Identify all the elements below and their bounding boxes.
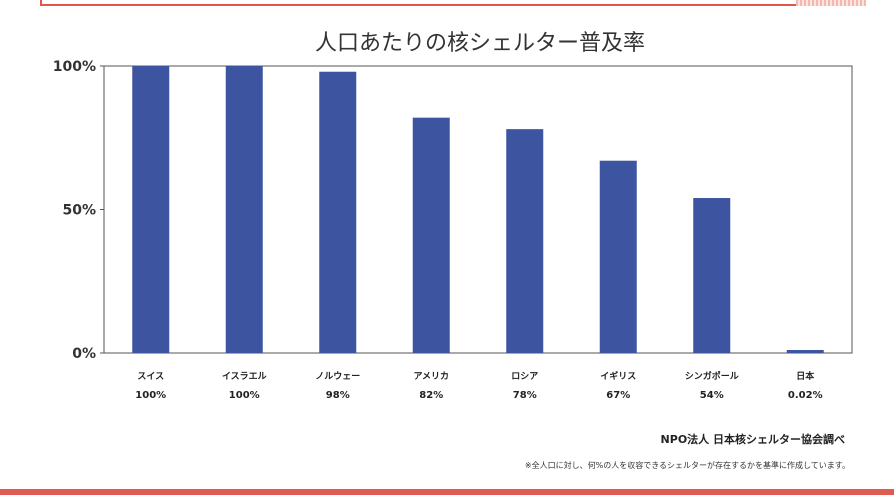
bottom-accent-bar: [0, 489, 894, 495]
x-category-label: ノルウェー: [315, 371, 360, 382]
y-tick-label: 50%: [62, 203, 96, 219]
footnote: ※全人口に対し、何%の人を収容できるシェルターが存在するかを基準に作成しています…: [525, 460, 850, 470]
bar: [506, 129, 544, 353]
x-category-label: 日本: [796, 370, 815, 382]
x-category-label: イギリス: [600, 370, 636, 382]
x-value-label: 82%: [419, 390, 443, 401]
bar: [225, 66, 263, 353]
x-value-label: 100%: [135, 390, 166, 401]
bars: [132, 66, 824, 354]
x-category-label: ロシア: [511, 371, 538, 382]
y-axis-ticks: 0% 50% 100%: [53, 59, 104, 362]
bar: [599, 160, 637, 353]
chart-title: 人口あたりの核シェルター普及率: [315, 31, 645, 56]
x-category-label: アメリカ: [413, 371, 449, 382]
bar: [786, 350, 824, 353]
y-tick-label: 0%: [72, 346, 96, 362]
plot-area-border: [103, 65, 853, 354]
source-label: NPO法人 日本核シェルター協会調べ: [661, 432, 845, 446]
bar: [319, 71, 357, 354]
x-value-label: 100%: [229, 390, 260, 401]
x-value-label: 67%: [606, 390, 630, 401]
y-tick-label: 100%: [53, 59, 96, 75]
x-axis-labels: スイス 100% イスラエル 100% ノルウェー 98% アメリカ 82% ロシア 78% イギリ…: [135, 370, 822, 401]
x-value-label: 54%: [700, 390, 724, 401]
bar: [412, 117, 450, 353]
x-value-label: 78%: [513, 390, 537, 401]
x-value-label: 98%: [326, 390, 350, 401]
top-stripe-decoration: [796, 0, 866, 6]
x-value-label: 0.02%: [788, 390, 823, 401]
bar: [693, 198, 731, 353]
plot-frame: [103, 65, 853, 354]
x-category-label: シンガポール: [685, 370, 739, 382]
x-category-label: イスラエル: [222, 371, 267, 382]
x-category-label: スイス: [137, 371, 164, 382]
bar: [132, 66, 170, 353]
